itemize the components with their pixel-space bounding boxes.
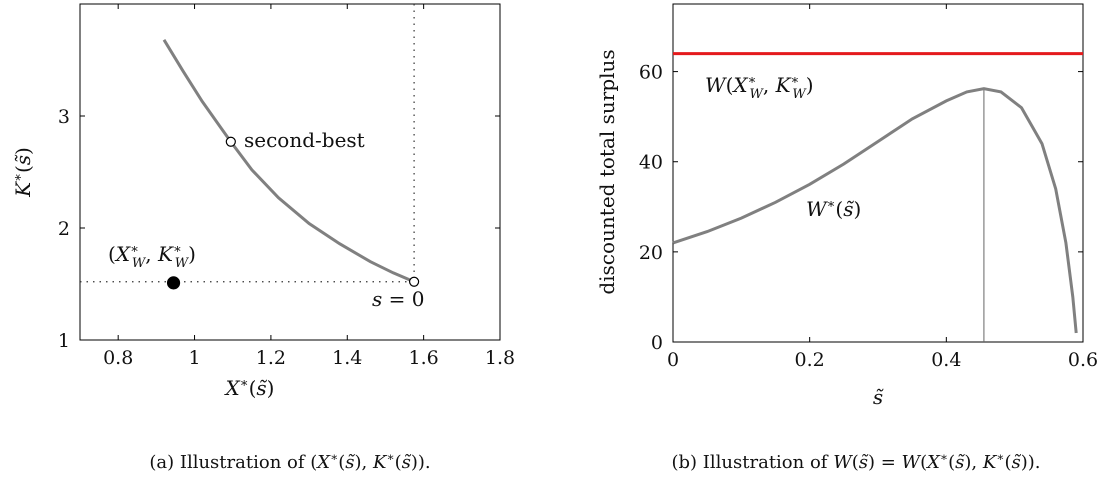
chart-a-x-tick-label: 1.8 [485,347,515,369]
chart-a-point-0 [225,136,236,147]
chart-b-y-tick-label: 40 [639,152,663,174]
annotation-second-best: second-best [244,128,365,152]
chart-a-points [166,136,420,290]
chart-b-y-tick-label: 60 [639,62,663,84]
chart-a-x-ticks: 0.8 1 1.2 1.4 1.6 1.8 [103,4,515,369]
chart-b-curve-w-star [672,87,1078,334]
chart-b-y-axis-label: discounted total surplus [595,49,619,294]
chart-a-y-tick-label: 1 [58,330,70,352]
annotation-w-star: W∗(s̃) [806,197,861,221]
chart-a-point-2 [166,276,181,290]
chart-a-y-tick-label: 3 [58,106,70,128]
chart-b-x-tick-label: 0.4 [931,349,961,371]
chart-a-y-tick-label: 2 [58,218,70,240]
chart-a-y-axis-label: K∗(s̃) [11,147,35,198]
chart-a-x-axis-label: X∗(s̃) [224,376,275,400]
chart-a-x-tick-label: 1.6 [409,347,439,369]
chart-a-y-ticks: 1 2 3 [58,106,500,352]
chart-b-x-tick-label: 0.2 [795,349,825,371]
chart-a-reference-lines [80,4,415,283]
chart-a-x-tick-label: 1 [188,347,200,369]
chart-a-plot-frame [79,3,501,341]
chart-b: 0 0.2 0.4 0.6 0 20 40 60 W(X∗ W, K∗ W) W∗(s̃) s̃… [595,3,1098,473]
chart-a-x-tick-label: 1.4 [332,347,362,369]
chart-b-y-tick-label: 0 [651,332,663,354]
chart-a-point-1 [408,276,420,287]
annotation-xw-kw: (X∗ W, K∗ W) [108,242,196,271]
chart-a-curve-line [162,39,415,284]
chart-a-caption: (a) Illustration of (X∗(s̃), K∗(s̃)). [149,450,430,473]
chart-b-plot-frame [672,3,1084,343]
annotation-w-xw-kw: W(X∗ W, K∗ W) [705,73,814,102]
annotation-s-equals-0: s = 0 [372,287,424,311]
chart-a-x-tick-label: 0.8 [103,347,133,369]
chart-b-y-ticks: 0 20 40 60 [639,62,1083,354]
chart-a-x-tick-label: 1.2 [256,347,286,369]
chart-b-x-axis-label: s̃ [873,385,884,409]
chart-b-x-tick-label: 0.6 [1068,349,1098,371]
chart-b-x-tick-label: 0 [667,349,679,371]
chart-b-y-tick-label: 20 [639,242,663,264]
chart-b-caption: (b) Illustration of W(s̃) = W(X∗(s̃), K∗… [672,450,1041,473]
chart-a: 0.8 1 1.2 1.4 1.6 1.8 1 2 3 second-best s = 0 (… [11,3,515,473]
chart-b-x-ticks: 0 0.2 0.4 0.6 [667,4,1098,371]
